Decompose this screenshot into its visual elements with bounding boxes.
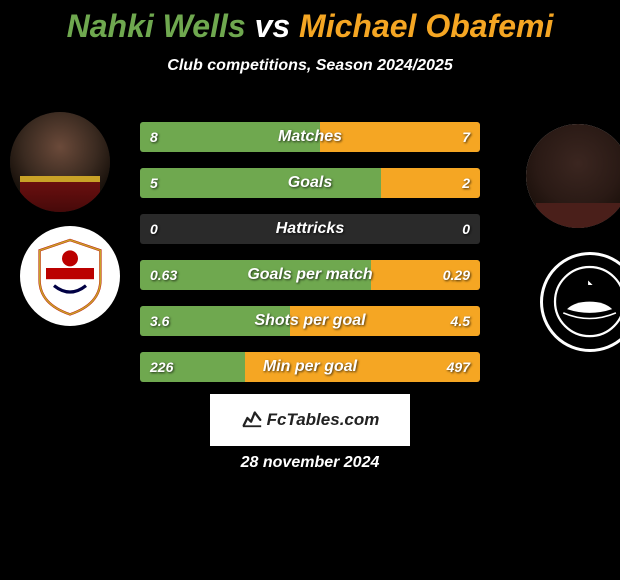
title-right: Michael Obafemi	[299, 8, 553, 44]
stat-value-left: 226	[150, 352, 173, 382]
stat-bar-left	[140, 122, 320, 152]
date-text: 28 november 2024	[0, 454, 620, 472]
stat-value-right: 4.5	[451, 306, 470, 336]
stat-value-right: 0.29	[443, 260, 470, 290]
stat-row: 87Matches	[140, 122, 480, 152]
player1-avatar	[10, 112, 110, 212]
comparison-title: Nahki Wells vs Michael Obafemi	[0, 0, 620, 45]
stat-bar-right	[245, 352, 480, 382]
stat-bar-left	[140, 168, 381, 198]
stat-value-left: 0.63	[150, 260, 177, 290]
stat-value-right: 2	[462, 168, 470, 198]
player1-club-crest	[20, 226, 120, 326]
stat-value-left: 0	[150, 214, 158, 244]
player2-avatar	[526, 124, 620, 228]
stat-value-right: 7	[462, 122, 470, 152]
stat-value-right: 497	[447, 352, 470, 382]
stat-bars: 87Matches52Goals00Hattricks0.630.29Goals…	[140, 122, 480, 398]
stat-row: 0 0Hattricks	[140, 214, 480, 244]
title-vs: vs	[255, 8, 291, 44]
stat-row: 0.630.29Goals per match	[140, 260, 480, 290]
stat-value-left: 3.6	[150, 306, 169, 336]
chart-icon	[241, 407, 263, 434]
stat-value-left: 8	[150, 122, 158, 152]
stat-label: Hattricks	[140, 214, 480, 244]
title-left: Nahki Wells	[67, 8, 246, 44]
subtitle: Club competitions, Season 2024/2025	[0, 57, 620, 75]
stat-row: 3.64.5Shots per goal	[140, 306, 480, 336]
stat-row: 226497Min per goal	[140, 352, 480, 382]
stat-row: 52Goals	[140, 168, 480, 198]
stat-value-right: 0	[462, 214, 470, 244]
branding-badge: FcTables.com	[210, 394, 410, 446]
stat-bar-right	[320, 122, 480, 152]
stat-value-left: 5	[150, 168, 158, 198]
player2-club-crest	[540, 252, 620, 352]
branding-text: FcTables.com	[267, 410, 380, 430]
